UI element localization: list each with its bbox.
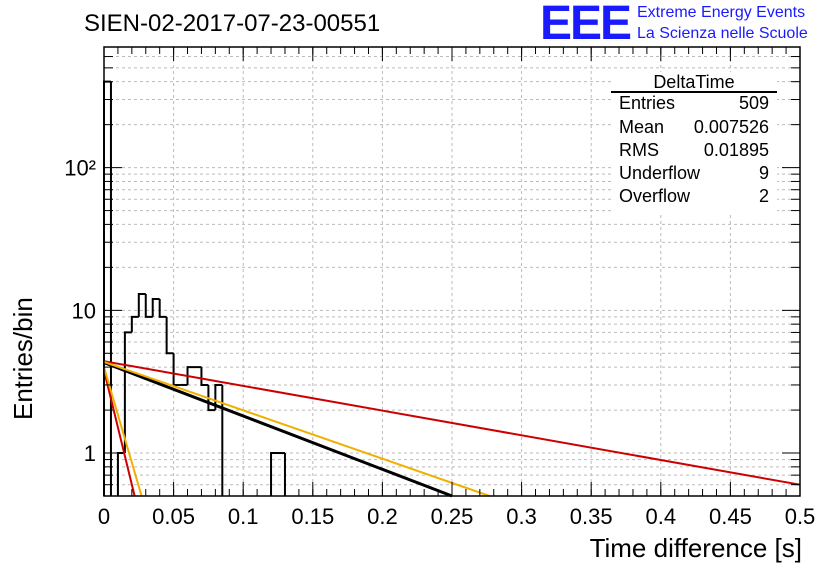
y-tick-label: 1 xyxy=(84,441,96,466)
histogram-bin xyxy=(172,353,181,386)
x-tick-label: 0.1 xyxy=(228,504,259,529)
histogram-bin xyxy=(200,367,209,386)
histogram-bin xyxy=(165,316,174,355)
x-tick-label: 0 xyxy=(98,504,110,529)
x-tick-label: 0.3 xyxy=(506,504,537,529)
histogram-bin xyxy=(207,384,216,412)
eee-logo: EEE xyxy=(540,0,632,50)
fit-curves xyxy=(103,360,801,498)
x-axis-ticks: 0 0.05 0.1 0.15 0.2 0.25 0.3 0.35 0.4 0.45 0.5 xyxy=(98,47,815,529)
logo-line2: La Scienza nelle Scuole xyxy=(637,25,808,42)
y-axis-ticks: 1 10 10² xyxy=(64,46,800,497)
stats-box: DeltaTime Entries 509 Mean 0.007526 RMS 0.0… xyxy=(611,72,777,212)
x-tick-label: 0.2 xyxy=(367,504,398,529)
stat-rms: RMS 0.01895 xyxy=(619,140,769,160)
histogram-bin xyxy=(270,452,278,496)
histogram-bins xyxy=(103,80,286,496)
x-tick-label: 0.25 xyxy=(431,504,474,529)
fit-curve xyxy=(103,360,801,486)
x-tick-label: 0.4 xyxy=(646,504,677,529)
stats-divider xyxy=(611,91,777,93)
histogram-bin xyxy=(186,366,195,385)
x-axis-label: Time difference [s] xyxy=(589,533,802,563)
x-tick-label: 0.15 xyxy=(291,504,334,529)
fit-curve xyxy=(103,366,143,497)
x-tick-label: 0.35 xyxy=(570,504,613,529)
logo-line1: Extreme Energy Events xyxy=(637,4,806,21)
x-tick-label: 0.05 xyxy=(152,504,195,529)
histogram-bin xyxy=(158,299,167,318)
histogram-bin xyxy=(151,298,160,317)
stat-entries: Entries 509 xyxy=(619,93,769,113)
x-tick-label: 0.45 xyxy=(709,504,752,529)
y-axis-label: Entries/bin xyxy=(8,297,38,420)
histogram-bin xyxy=(123,331,132,454)
histogram-bin xyxy=(137,293,146,317)
stats-title: DeltaTime xyxy=(653,72,735,92)
y-tick-label: 10 xyxy=(72,298,96,323)
stat-underflow: Underflow 9 xyxy=(619,163,769,183)
histogram-bin xyxy=(130,315,139,333)
fit-curve xyxy=(103,370,136,497)
stat-overflow: Overflow 2 xyxy=(619,186,769,206)
chart-title: SIEN-02-2017-07-23-00551 xyxy=(84,10,381,37)
stat-mean: Mean 0.007526 xyxy=(619,117,769,137)
histogram-bin xyxy=(103,80,111,496)
y-tick-label: 10² xyxy=(64,156,96,181)
x-tick-label: 0.5 xyxy=(785,504,816,529)
fit-curve xyxy=(103,361,453,498)
histogram-bin xyxy=(144,294,153,318)
fit-curve xyxy=(103,360,490,497)
histogram-bin xyxy=(214,383,223,411)
